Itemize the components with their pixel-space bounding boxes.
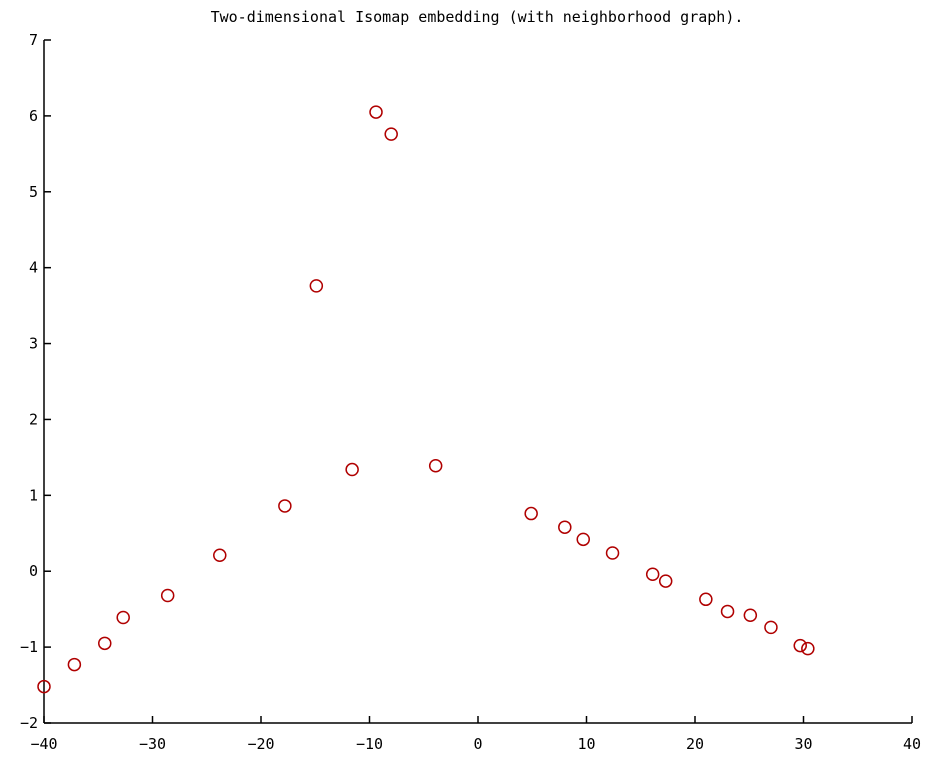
data-point	[384, 127, 398, 141]
data-point	[428, 458, 443, 473]
data-point	[116, 610, 130, 625]
data-point	[278, 499, 292, 513]
x-tick-label: −40	[30, 735, 57, 753]
data-point	[658, 574, 673, 588]
data-point	[743, 608, 758, 622]
y-tick-label: 5	[29, 183, 38, 201]
data-point	[37, 679, 51, 694]
data-point	[309, 279, 324, 293]
data-point	[645, 567, 660, 582]
x-axis-ticks: −40 −30 −20 −10 0 10 20 30 40	[30, 716, 921, 753]
y-tick-label: 7	[29, 31, 38, 49]
chart-title: Two-dimensional Isomap embedding (with n…	[211, 8, 744, 26]
data-point	[345, 462, 359, 477]
y-tick-label: 6	[29, 107, 38, 125]
x-tick-label: −30	[139, 735, 166, 753]
data-point	[699, 592, 713, 607]
data-point	[213, 548, 227, 563]
y-tick-label: 1	[29, 486, 38, 504]
data-point	[720, 604, 735, 619]
data-point	[793, 638, 807, 653]
x-tick-label: 0	[473, 735, 482, 753]
data-point	[801, 641, 815, 656]
data-points	[37, 105, 815, 694]
x-tick-label: −20	[247, 735, 274, 753]
x-tick-label: 10	[577, 735, 595, 753]
data-point	[524, 506, 538, 521]
data-point	[98, 636, 112, 651]
y-tick-label: −2	[20, 714, 38, 732]
x-tick-label: −10	[356, 735, 383, 753]
y-tick-label: 0	[29, 562, 38, 580]
y-axis-ticks: −2 −1 0 1 2 3 4 5 6 7	[20, 31, 51, 732]
x-tick-label: 30	[794, 735, 812, 753]
y-tick-label: 2	[29, 410, 38, 428]
y-tick-label: 4	[29, 259, 38, 277]
data-point	[160, 588, 175, 603]
x-tick-label: 40	[903, 735, 921, 753]
data-point	[369, 105, 383, 119]
x-tick-label: 20	[686, 735, 704, 753]
data-point	[576, 532, 590, 547]
y-tick-label: 3	[29, 335, 38, 353]
data-point	[605, 546, 620, 560]
data-point	[67, 657, 82, 672]
data-point	[558, 520, 572, 534]
data-point	[764, 620, 778, 635]
y-tick-label: −1	[20, 638, 38, 656]
